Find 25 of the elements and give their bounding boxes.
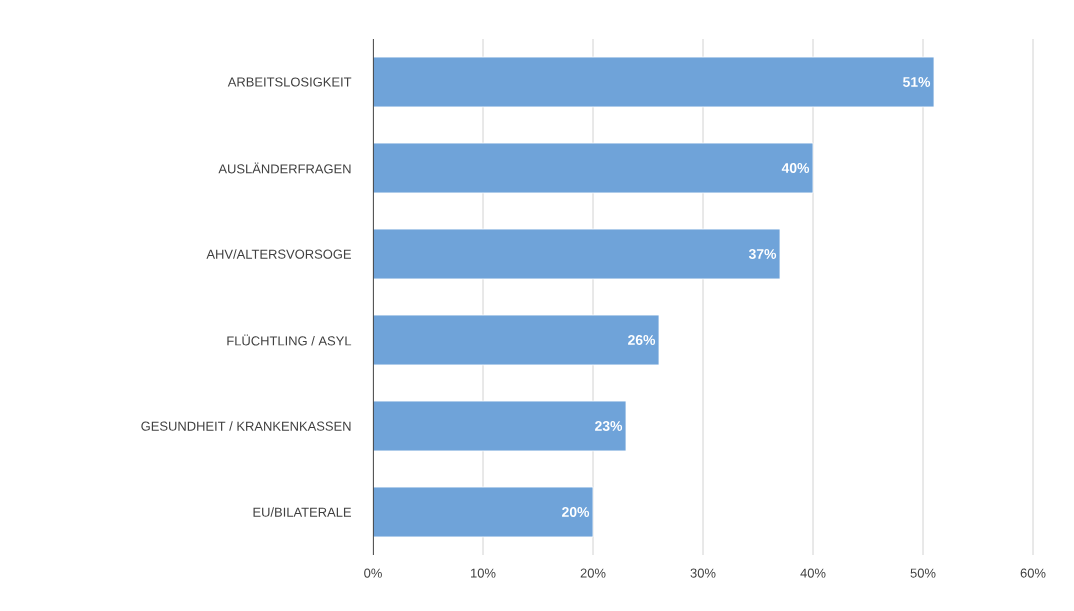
data-label: 20%: [562, 507, 590, 517]
data-label: 23%: [595, 421, 623, 431]
bar: [373, 228, 781, 280]
x-tick-label: 20%: [580, 568, 606, 578]
y-tick-label: AUSLÄNDERFRAGEN: [218, 162, 351, 174]
data-label: 51%: [902, 77, 931, 87]
x-tick-label: 60%: [1020, 568, 1046, 578]
y-tick-label: EU/BILATERALE: [253, 507, 351, 517]
data-label: 26%: [628, 335, 656, 345]
x-tick-label: 30%: [690, 568, 716, 578]
data-label: 37%: [748, 249, 777, 259]
x-tick-label: 0%: [364, 568, 382, 578]
x-tick-label: 50%: [910, 568, 936, 578]
bar: [373, 400, 627, 452]
bar: [373, 56, 935, 108]
y-tick-label: FLÜCHTLING / ASYL: [227, 334, 352, 346]
y-tick-label: GESUNDHEIT / KRANKENKASSEN: [141, 421, 351, 431]
bar: [373, 314, 660, 366]
data-label: 40%: [781, 163, 810, 173]
bar: [373, 486, 594, 538]
bar: [373, 142, 814, 194]
x-tick-label: 10%: [471, 568, 496, 578]
y-tick-label: ARBEITSLOSIGKEIT: [227, 77, 352, 87]
x-tick-label: 40%: [800, 568, 826, 578]
y-tick-label: AHV/ALTERSVORSOGE: [206, 249, 351, 259]
